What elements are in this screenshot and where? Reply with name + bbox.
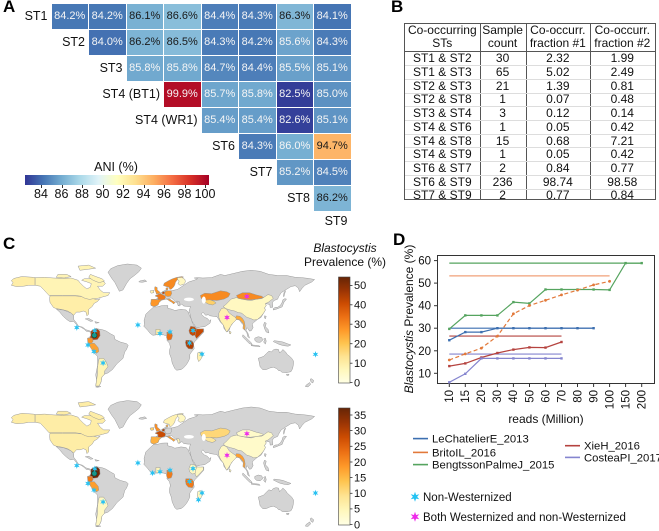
- svg-text:50: 50: [524, 390, 536, 403]
- svg-text:10: 10: [354, 358, 366, 370]
- svg-text:100: 100: [604, 390, 616, 409]
- svg-text:15: 15: [460, 390, 472, 403]
- svg-text:LeChatelierE_2013: LeChatelierE_2013: [432, 434, 529, 446]
- svg-text:20: 20: [354, 339, 366, 351]
- svg-text:200: 200: [637, 390, 649, 409]
- svg-text:Both Westernized and non-Weste: Both Westernized and non-Westernized: [423, 512, 626, 524]
- svg-text:30: 30: [354, 425, 366, 437]
- svg-text:BritoIL_2016: BritoIL_2016: [432, 447, 496, 459]
- svg-text:Prevalence (%): Prevalence (%): [304, 255, 386, 269]
- svg-text:10: 10: [444, 390, 456, 403]
- svg-text:30: 30: [354, 319, 366, 331]
- svg-text:40: 40: [354, 300, 366, 312]
- svg-text:reads (Million): reads (Million): [508, 412, 583, 426]
- svg-text:0: 0: [354, 519, 360, 531]
- svg-text:150: 150: [620, 390, 632, 409]
- svg-text:60: 60: [540, 390, 552, 403]
- svg-text:30: 30: [492, 390, 504, 403]
- svg-text:10: 10: [354, 488, 366, 500]
- svg-text:40: 40: [508, 390, 520, 403]
- svg-text:20: 20: [418, 346, 431, 358]
- svg-text:20: 20: [476, 390, 488, 403]
- svg-text:50: 50: [354, 280, 366, 292]
- svg-text:CosteaPI_2017: CosteaPI_2017: [584, 452, 659, 464]
- svg-text:Non-Westernized: Non-Westernized: [423, 492, 512, 504]
- svg-text:25: 25: [354, 441, 366, 453]
- svg-text:30: 30: [418, 323, 431, 335]
- svg-text:40: 40: [418, 301, 431, 313]
- svg-text:BengtssonPalmeJ_2015: BengtssonPalmeJ_2015: [432, 460, 554, 472]
- svg-text:0: 0: [354, 377, 360, 389]
- svg-text:10: 10: [418, 368, 431, 380]
- svg-text:Blastocystis: Blastocystis: [313, 241, 376, 255]
- svg-text:60: 60: [418, 256, 431, 268]
- svg-text:90: 90: [588, 390, 600, 403]
- svg-text:70: 70: [556, 390, 568, 403]
- svg-text:XieH_2016: XieH_2016: [584, 441, 640, 453]
- svg-text:50: 50: [418, 278, 431, 290]
- svg-text:15: 15: [354, 472, 366, 484]
- svg-text:5: 5: [354, 504, 360, 516]
- svg-text:Blastocystis Prevalence (%): Blastocystis Prevalence (%): [402, 245, 416, 394]
- svg-text:20: 20: [354, 457, 366, 469]
- svg-text:80: 80: [572, 390, 584, 403]
- svg-text:35: 35: [354, 410, 366, 422]
